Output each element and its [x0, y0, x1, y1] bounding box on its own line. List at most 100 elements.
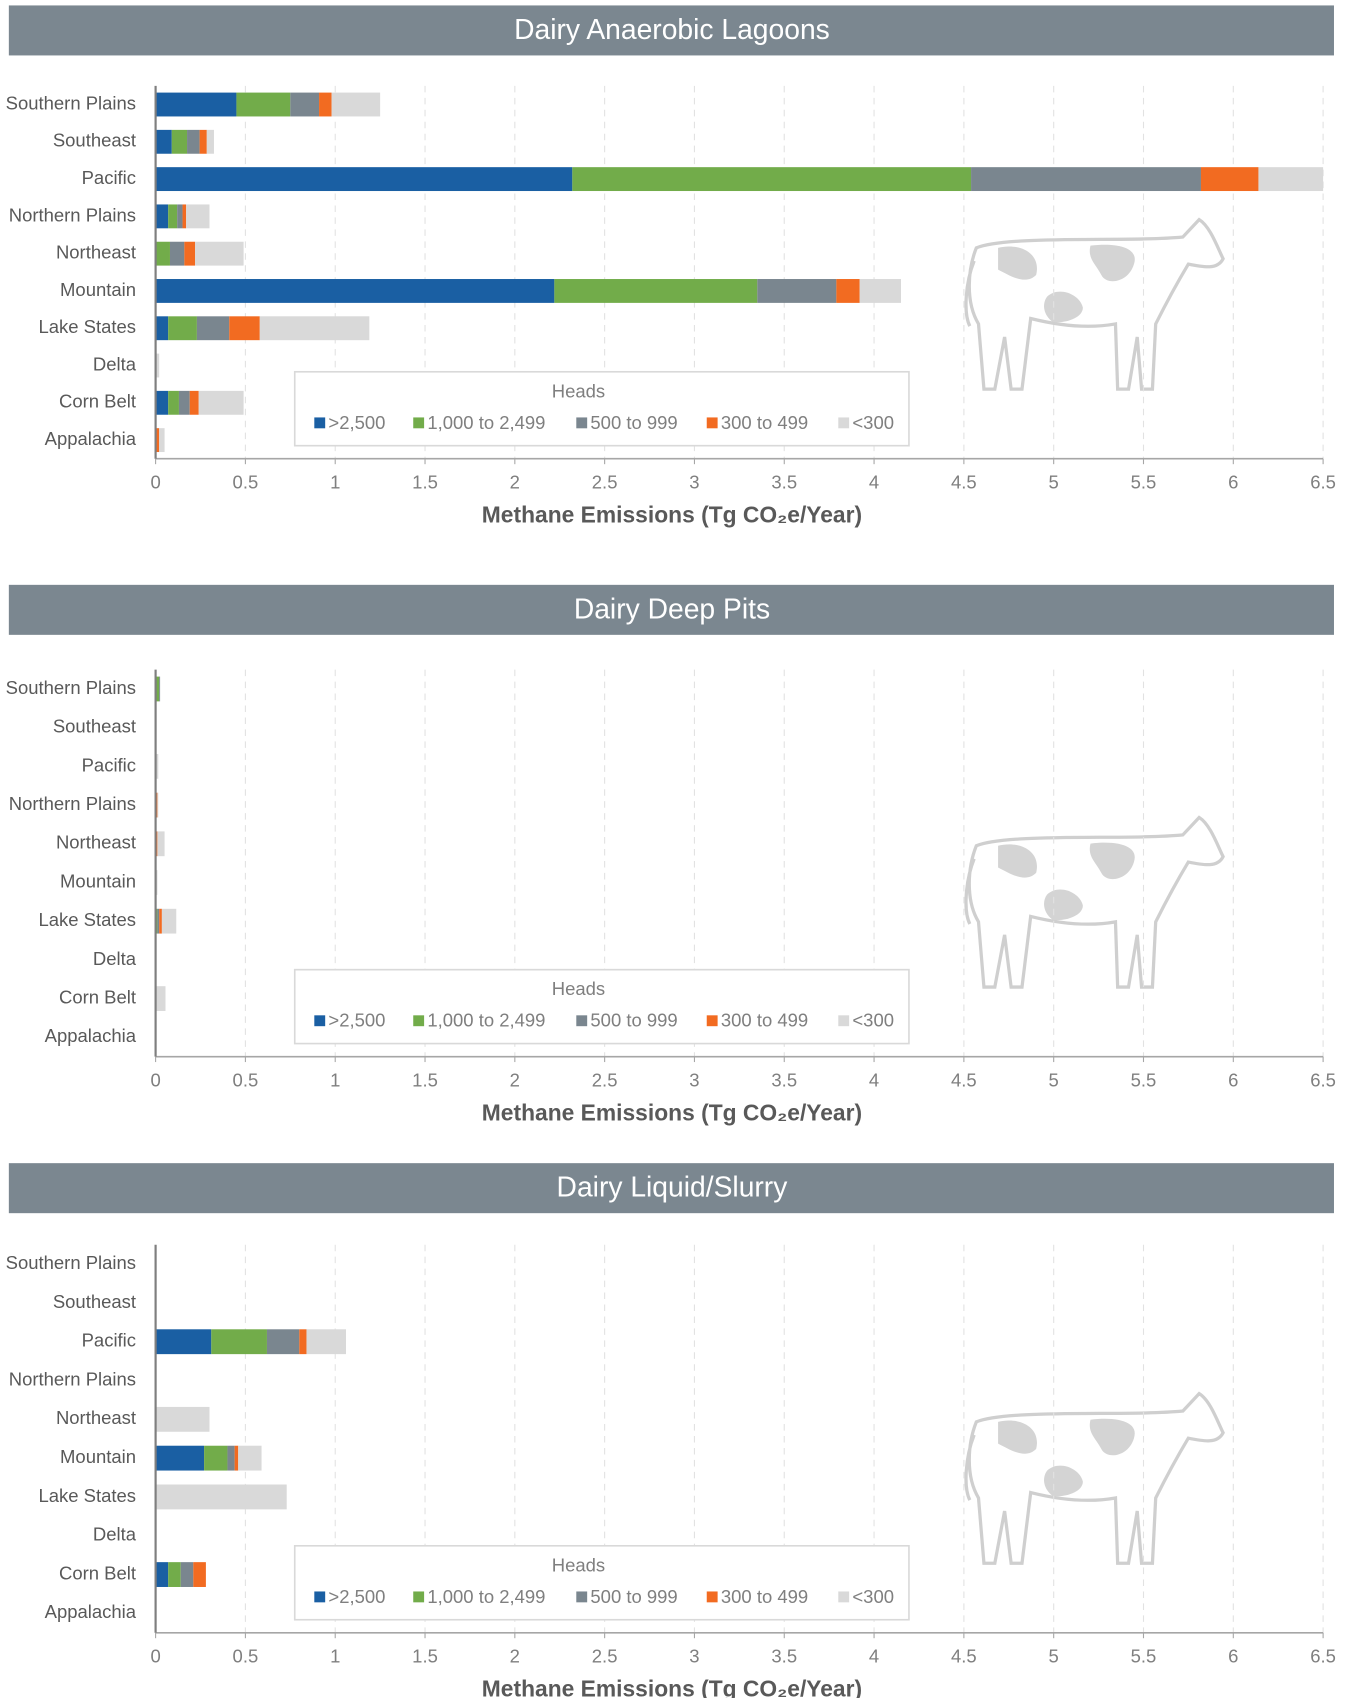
bar-segment [156, 676, 160, 702]
x-axis-label: Methane Emissions (Tg CO₂e/Year) [482, 1099, 862, 1125]
x-tick-label: 1.5 [412, 1646, 438, 1667]
bar-segment [156, 753, 159, 779]
bar-segment [1258, 167, 1324, 192]
cow-illustration [964, 815, 1225, 989]
x-tick-label: 6 [1228, 1070, 1238, 1091]
legend-box [293, 370, 910, 447]
bar-segment [161, 908, 177, 934]
bar-segment [306, 1329, 346, 1355]
x-tick-label: 5.5 [1131, 472, 1157, 493]
x-tick-label: 0 [150, 1646, 160, 1667]
x-tick-label: 6 [1228, 1646, 1238, 1667]
x-tick-label: 2 [510, 1646, 520, 1667]
x-tick-label: 6.5 [1310, 1646, 1336, 1667]
x-tick-label: 1 [330, 472, 340, 493]
legend-label: 1,000 to 2,499 [427, 412, 545, 433]
y-tick-label: Northern Plains [9, 793, 136, 814]
legend-label: 300 to 499 [721, 412, 808, 433]
bar-segment [211, 1329, 267, 1355]
legend-label: 1,000 to 2,499 [427, 1586, 545, 1607]
y-tick-label: Southeast [53, 716, 136, 737]
bar-segment [184, 241, 196, 266]
x-tick-label: 0.5 [233, 1070, 259, 1091]
y-tick-label: Delta [93, 353, 137, 374]
y-tick-label: Northeast [56, 1407, 136, 1428]
y-tick-label: Pacific [82, 1330, 136, 1351]
bar-segment [168, 204, 178, 229]
x-tick-label: 5 [1049, 472, 1059, 493]
x-tick-label: 2.5 [592, 472, 618, 493]
legend-swatch [706, 417, 718, 429]
bar-segment [155, 316, 169, 341]
bar-segment [1200, 167, 1259, 192]
x-tick-label: 4.5 [951, 1070, 977, 1091]
legend-label: >2,500 [328, 412, 385, 433]
bar-segment [266, 1329, 300, 1355]
x-tick-label: 0.5 [233, 472, 259, 493]
y-tick-label: Lake States [38, 909, 136, 930]
bar-segment [238, 1445, 262, 1471]
x-tick-label: 1.5 [412, 1070, 438, 1091]
bar-segment [155, 1406, 210, 1432]
y-tick-label: Northeast [56, 832, 136, 853]
bar-segment [157, 792, 159, 818]
legend-swatch [838, 417, 850, 429]
x-tick-label: 4 [869, 1070, 879, 1091]
bar-segment [195, 241, 244, 266]
bar-segment [319, 92, 332, 117]
x-tick-label: 3.5 [771, 1646, 797, 1667]
x-tick-label: 0 [150, 472, 160, 493]
legend-label: >2,500 [328, 1586, 385, 1607]
bar-segment [180, 1562, 194, 1587]
legend-swatch [314, 1591, 326, 1603]
x-tick-label: 4.5 [951, 1646, 977, 1667]
bar-segment [193, 1562, 206, 1587]
bar-segment [155, 428, 160, 453]
bar-segment [169, 241, 185, 266]
y-tick-label: Northeast [56, 242, 136, 263]
chart-title: Dairy Liquid/Slurry [557, 1171, 789, 1203]
x-tick-label: 5.5 [1131, 1646, 1157, 1667]
chart-title: Dairy Deep Pits [574, 592, 770, 624]
y-tick-label: Southeast [53, 130, 136, 151]
bar-segment [331, 92, 381, 117]
bar-segment [554, 279, 758, 303]
bar-segment [155, 1329, 212, 1355]
header-band [8, 5, 1334, 56]
x-tick-label: 1.5 [412, 472, 438, 493]
y-tick-label: Southern Plains [6, 677, 136, 698]
x-tick-label: 2 [510, 472, 520, 493]
bar-segment [234, 1445, 239, 1471]
y-tick-label: Appalachia [45, 428, 137, 449]
x-tick-label: 2.5 [592, 1070, 618, 1091]
bar-segment [177, 204, 183, 229]
x-tick-label: 3 [689, 1646, 699, 1667]
y-tick-label: Delta [93, 948, 137, 969]
bar-segment [155, 390, 169, 415]
bar-segment [156, 870, 158, 895]
bar-segment [155, 1445, 205, 1471]
bar-segment [198, 390, 244, 415]
x-tick-label: 3 [689, 1070, 699, 1091]
bar-segment [187, 129, 200, 154]
y-tick-label: Northern Plains [9, 1368, 136, 1389]
cow-illustration [964, 217, 1225, 391]
x-tick-label: 6.5 [1310, 472, 1336, 493]
legend-label: 300 to 499 [721, 1010, 808, 1031]
legend-swatch [576, 417, 588, 429]
legend-swatch [838, 1591, 850, 1603]
legend-label: 1,000 to 2,499 [427, 1010, 545, 1031]
chart-title: Dairy Anaerobic Lagoons [514, 13, 830, 45]
bar-segment [189, 390, 199, 415]
bar-segment [178, 390, 190, 415]
legend-label: 500 to 999 [590, 412, 677, 433]
bar-segment [168, 1562, 181, 1587]
y-tick-label: Southern Plains [6, 92, 136, 113]
bar-segment [159, 428, 165, 453]
legend-swatch [706, 1015, 718, 1027]
bar-segment [155, 1562, 169, 1587]
legend-label: >2,500 [328, 1010, 385, 1031]
legend-title: Heads [552, 1554, 605, 1575]
legend-swatch [413, 1015, 425, 1027]
legend-title: Heads [552, 380, 605, 401]
